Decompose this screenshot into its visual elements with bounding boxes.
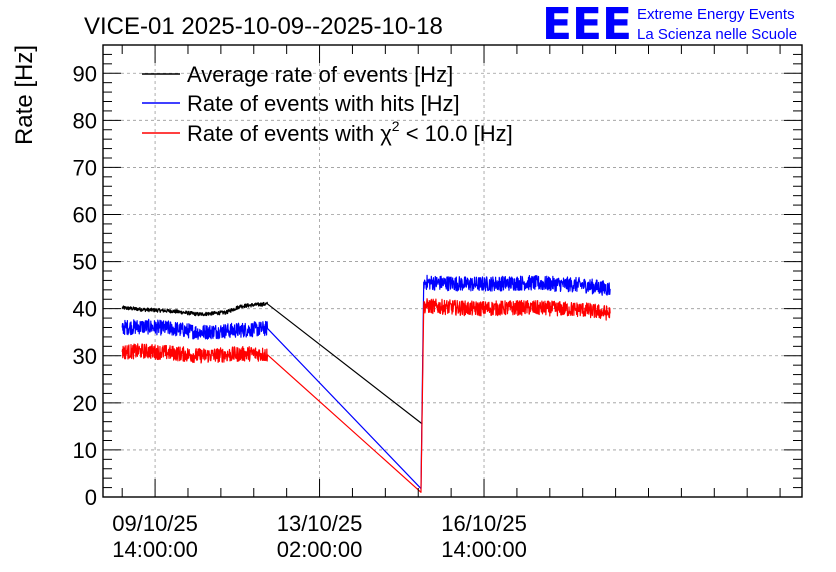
x-tick-label-time: 02:00:00 <box>277 537 363 562</box>
x-tick-label-date: 13/10/25 <box>277 511 363 536</box>
y-tick-label: 70 <box>73 155 97 180</box>
x-tick-label-time: 14:00:00 <box>112 537 198 562</box>
x-tick-label-date: 09/10/25 <box>112 511 198 536</box>
plot-frame <box>102 44 803 498</box>
legend: Average rate of events [Hz] Rate of even… <box>142 62 513 146</box>
legend-label-hits: Rate of events with hits [Hz] <box>187 91 460 116</box>
y-tick-label: 40 <box>73 297 97 322</box>
y-tick-label: 60 <box>73 203 97 228</box>
logo-mark: EEE <box>542 0 632 50</box>
y-axis-label: Rate [Hz] <box>11 45 38 145</box>
y-tick-label: 10 <box>73 438 97 463</box>
x-tick-label-date: 16/10/25 <box>441 511 527 536</box>
logo-line1: Extreme Energy Events <box>637 6 795 23</box>
eee-logo: EEE Extreme Energy Events La Scienza nel… <box>542 0 797 50</box>
legend-label-chi2: Rate of events with χ2 < 10.0 [Hz] <box>187 118 513 146</box>
legend-chi2-superscript: 2 <box>392 118 400 134</box>
y-tick-label: 80 <box>73 108 97 133</box>
legend-chi2-prefix: Rate of events with <box>187 121 380 146</box>
y-tick-label: 90 <box>73 61 97 86</box>
legend-chi2-symbol: χ <box>380 121 392 146</box>
y-tick-label: 30 <box>73 344 97 369</box>
legend-label-average: Average rate of events [Hz] <box>187 62 453 87</box>
x-tick-label-time: 14:00:00 <box>441 537 527 562</box>
chart-title: VICE-01 2025-10-09--2025-10-18 <box>84 13 443 40</box>
logo-line2: La Scienza nelle Scuole <box>637 26 797 43</box>
y-tick-label: 50 <box>73 250 97 275</box>
axes: 010203040506070809009/10/2514:00:0013/10… <box>73 44 803 562</box>
y-tick-label: 0 <box>85 485 97 510</box>
series-chi2-line <box>121 298 611 493</box>
series-group <box>121 274 611 493</box>
series-hits-line <box>121 274 611 490</box>
series-average-line <box>121 301 423 425</box>
legend-chi2-suffix: < 10.0 [Hz] <box>400 121 513 146</box>
y-tick-label: 20 <box>73 391 97 416</box>
